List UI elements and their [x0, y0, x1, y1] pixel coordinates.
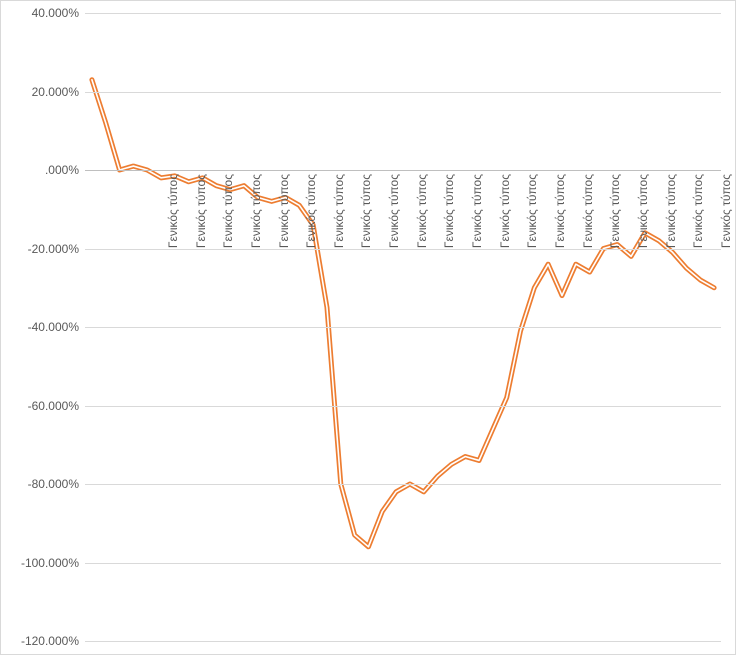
plot-area: Γενικός τύπος Γενικός τύπος Γενικός τύπος Γ… [85, 13, 721, 641]
gridline [85, 13, 721, 14]
gridline [85, 170, 721, 171]
y-tick-label: 40.000% [32, 6, 85, 20]
series-line-inner [92, 80, 714, 547]
y-tick-label: -60.000% [28, 399, 85, 413]
gridline [85, 484, 721, 485]
x-tick-label: Γενικός τύπος [221, 174, 235, 248]
gridline [85, 406, 721, 407]
x-tick-label: Γενικός τύπος [691, 174, 705, 248]
x-tick-label: Γενικός τύπος [581, 174, 595, 248]
x-tick-label: Γενικός τύπος [636, 174, 650, 248]
y-tick-label: -80.000% [28, 477, 85, 491]
gridline [85, 327, 721, 328]
x-tick-label: Γενικός τύπος [387, 174, 401, 248]
y-tick-label: -20.000% [28, 242, 85, 256]
x-tick-label: Γενικός τύπος [415, 174, 429, 248]
gridline [85, 249, 721, 250]
x-tick-label: Γενικός τύπος [166, 174, 180, 248]
x-tick-label: Γενικός τύπος [608, 174, 622, 248]
chart-frame: Γενικός τύπος Γενικός τύπος Γενικός τύπος Γ… [0, 0, 736, 655]
x-tick-label: Γενικός τύπος [277, 174, 291, 248]
x-tick-label: Γενικός τύπος [498, 174, 512, 248]
y-tick-label: -40.000% [28, 320, 85, 334]
x-tick-label: Γενικός τύπος [194, 174, 208, 248]
x-tick-label: Γενικός τύπος [304, 174, 318, 248]
y-tick-label: -100.000% [21, 556, 85, 570]
x-tick-label: Γενικός τύπος [249, 174, 263, 248]
x-tick-label: Γενικός τύπος [526, 174, 540, 248]
y-tick-label: -120.000% [21, 634, 85, 648]
x-tick-label: Γενικός τύπος [664, 174, 678, 248]
y-tick-label: .000% [45, 163, 85, 177]
x-tick-label: Γενικός τύπος [719, 174, 733, 248]
gridline [85, 641, 721, 642]
series-line-outer [92, 80, 714, 547]
x-tick-label: Γενικός τύπος [470, 174, 484, 248]
x-tick-label: Γενικός τύπος [360, 174, 374, 248]
gridline [85, 92, 721, 93]
x-tick-label: Γενικός τύπος [443, 174, 457, 248]
x-tick-label: Γενικός τύπος [553, 174, 567, 248]
y-tick-label: 20.000% [32, 85, 85, 99]
gridline [85, 563, 721, 564]
x-tick-label: Γενικός τύπος [332, 174, 346, 248]
